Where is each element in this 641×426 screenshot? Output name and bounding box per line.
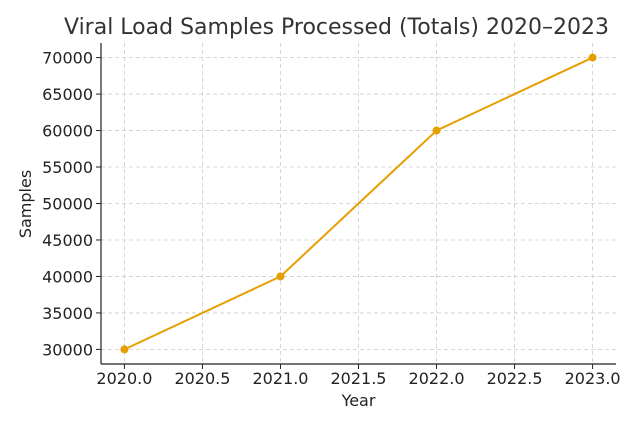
y-ticks: 30000 35000 40000 45000 50000 55000 60000 65000… <box>42 49 101 359</box>
y-tick-label: 45000 <box>42 231 93 250</box>
x-tick-label: 2022.5 <box>487 369 543 388</box>
data-point <box>276 272 285 281</box>
series <box>120 53 597 354</box>
y-tick-label: 65000 <box>42 85 93 104</box>
y-tick-label: 35000 <box>42 304 93 323</box>
y-tick-label: 60000 <box>42 122 93 141</box>
y-tick-label: 40000 <box>42 267 93 286</box>
x-axis-label: Year <box>341 391 376 410</box>
x-tick-label: 2022.0 <box>409 369 465 388</box>
x-tick-label: 2023.0 <box>565 369 621 388</box>
x-tick-label: 2021.5 <box>331 369 387 388</box>
chart-title: Viral Load Samples Processed (Totals) 20… <box>64 15 609 40</box>
y-tick-label: 55000 <box>42 158 93 177</box>
y-tick-label: 50000 <box>42 195 93 214</box>
y-tick-label: 30000 <box>42 340 93 359</box>
grid <box>101 43 616 364</box>
data-point <box>588 53 597 62</box>
y-tick-label: 70000 <box>42 49 93 68</box>
x-ticks: 2020.0 2020.5 2021.0 2021.5 2022.0 2022.5 2023… <box>96 364 621 388</box>
x-tick-label: 2020.0 <box>96 369 152 388</box>
data-point <box>120 345 129 354</box>
y-axis-label: Samples <box>16 170 35 238</box>
x-tick-label: 2020.5 <box>174 369 230 388</box>
x-tick-label: 2021.0 <box>252 369 308 388</box>
data-point <box>432 126 441 135</box>
series-line <box>123 56 594 351</box>
